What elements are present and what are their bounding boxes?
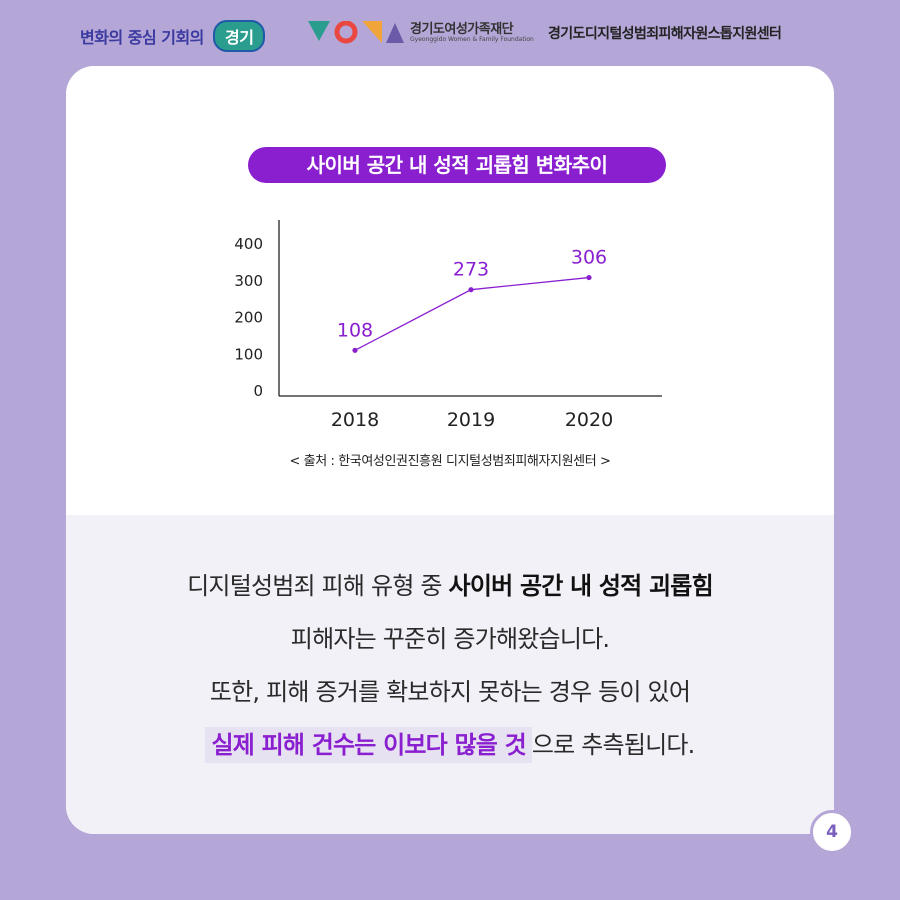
body-line-1-bold: 사이버 공간 내 성적 괴롭힘 [448,572,714,600]
foundation-logo-icon [308,21,404,44]
x-tick-label: 2018 [331,409,379,431]
y-tick-label: 100 [234,345,263,363]
line-chart: 0 100 200 300 400 2018 2019 2020 108 273 306 [234,220,662,431]
slogan-badge: 경기 [212,20,266,52]
center-name: 경기도디지털성범죄피해자원스톱지원센터 [548,26,782,42]
y-tick-label: 400 [234,235,263,253]
chart-title: 사이버 공간 내 성적 괴롭힘 변화추이 [248,147,666,183]
body-text: 디지털성범죄 피해 유형 중 사이버 공간 내 성적 괴롭힘 피해자는 꾸준히 … [66,560,834,772]
body-line-4-plain: 으로 추측됩니다. [531,731,695,759]
data-label: 108 [337,319,373,341]
card-lower-panel [66,515,834,834]
page-number: 4 [810,810,854,854]
body-line-1: 디지털성범죄 피해 유형 중 사이버 공간 내 성적 괴롭힘 [66,560,834,613]
body-line-1-plain: 디지털성범죄 피해 유형 중 [187,572,449,600]
slogan-text: 변화의 중심 기회의 [80,28,204,47]
body-highlight: 실제 피해 건수는 이보다 많을 것 [205,727,532,763]
foundation-subtitle: Gyeonggido Women & Family Foundation [410,36,534,43]
slogan-logo: 변화의 중심 기회의 경기 [80,20,266,52]
header: 변화의 중심 기회의 경기 경기도여성가족재단 Gyeonggido Women… [0,0,900,64]
data-label: 306 [571,247,607,269]
chart-source: < 출처 : 한국여성인권진흥원 디지털성범죄피해자지원센터 > [289,454,611,469]
body-line-4: 실제 피해 건수는 이보다 많을 것 으로 추측됩니다. [66,719,834,772]
x-tick-label: 2019 [447,409,495,431]
content-card: 사이버 공간 내 성적 괴롭힘 변화추이 0 100 200 300 400 2018 20… [66,66,834,834]
body-line-2: 피해자는 꾸준히 증가해왔습니다. [290,625,610,653]
y-tick-label: 200 [234,309,263,327]
body-line-3: 또한, 피해 증거를 확보하지 못하는 경우 등이 있어 [209,678,691,706]
x-tick-label: 2020 [565,409,613,431]
foundation-name: 경기도여성가족재단 [410,22,514,37]
data-point [468,287,474,293]
y-tick-label: 0 [253,382,263,400]
data-point [352,347,358,353]
data-point [586,274,592,281]
data-label: 273 [453,259,489,281]
y-tick-label: 300 [234,272,263,290]
